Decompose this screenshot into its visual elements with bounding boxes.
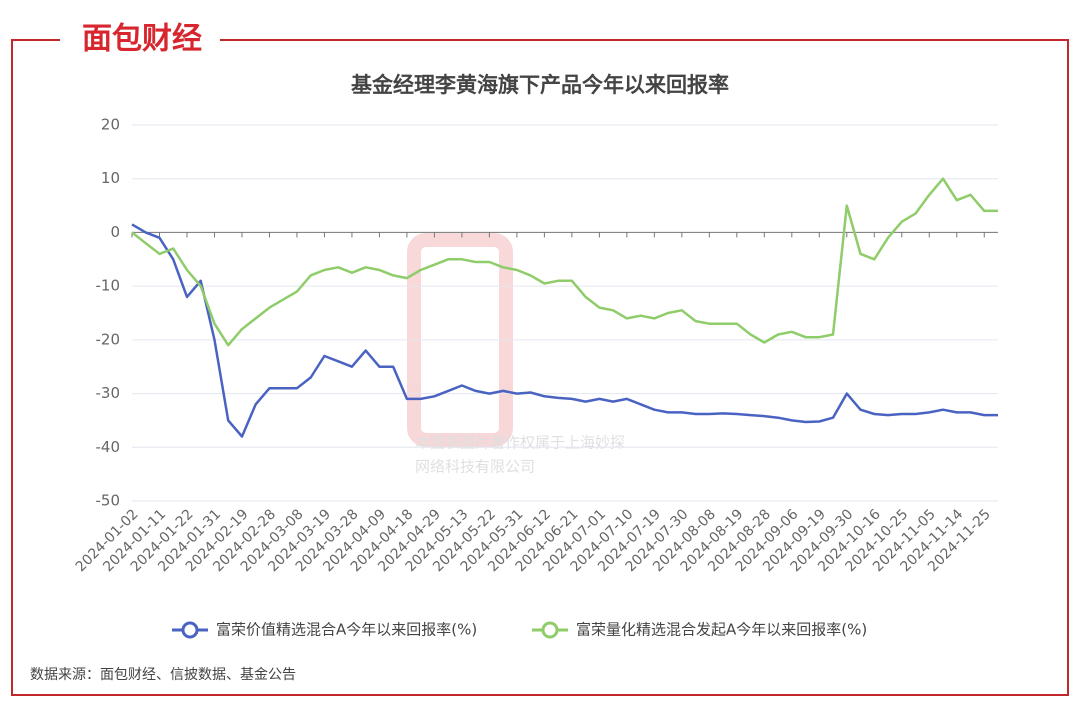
chart-title: 基金经理李黄海旗下产品今年以来回报率 [351, 73, 729, 97]
line-series [131, 177, 998, 347]
legend-label: 富荣价值精选混合A今年以来回报率(%) [216, 621, 477, 639]
watermark: 本图表图片著作权属于上海妙探 网络科技有限公司 [407, 233, 625, 476]
y-tick-label: -50 [96, 492, 121, 510]
y-tick-label: 20 [101, 116, 120, 134]
y-tick-label: -30 [96, 384, 121, 402]
watermark-text: 本图表图片著作权属于上海妙探 [415, 434, 625, 452]
y-tick-label: -40 [96, 438, 121, 456]
legend-marker [181, 621, 199, 639]
frame [11, 39, 1069, 696]
legend-label: 富荣量化精选混合发起A今年以来回报率(%) [576, 621, 867, 639]
legend-marker [541, 621, 559, 639]
watermark-text: 网络科技有限公司 [415, 458, 535, 476]
y-tick-label: 10 [101, 169, 120, 187]
line-series [131, 223, 998, 438]
logo: 面包财经 [82, 22, 202, 57]
y-tick-label: -10 [96, 277, 121, 295]
logo-bg [60, 20, 220, 56]
y-tick-label: -20 [96, 330, 121, 348]
y-tick-label: 0 [110, 223, 120, 241]
source: 数据来源：面包财经、信披数据、基金公告 [30, 666, 296, 683]
